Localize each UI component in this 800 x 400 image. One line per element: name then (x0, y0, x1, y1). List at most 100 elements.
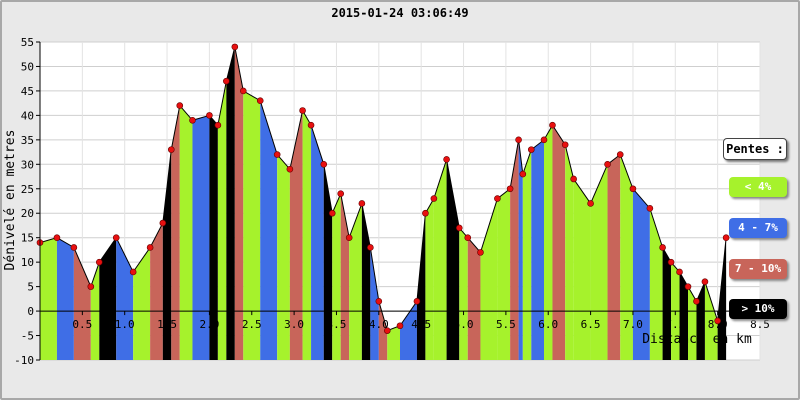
y-tick-label-1: -5 (21, 330, 34, 343)
slope-segment-52 (662, 247, 672, 360)
slope-segment-45 (565, 144, 574, 360)
data-point-2 (70, 244, 78, 251)
profile-line (39, 46, 727, 332)
x-tick-label-16: 8.5 (750, 318, 770, 331)
y-tick-labels: -10 -5 0 5 10 15 20 25 30 35 40 45 50 55 (14, 36, 34, 367)
data-point-31 (413, 297, 421, 305)
x-tick-label-15: 8.0 (708, 318, 728, 331)
x-tick-label-3: 2.0 (199, 318, 219, 331)
slope-segment-32 (425, 198, 434, 360)
slope-segment-6 (133, 247, 151, 360)
slope-segment-20 (302, 110, 312, 360)
data-point-48 (604, 161, 611, 168)
chart-timestamp: 2015-01-24 03:06:49 (331, 6, 469, 20)
x-tick-labels: 0.5 1.0 1.5 2.0 2.5 3.0 3.5 4.0 4.5 5.0 5.5 6.0 6.5 7… (72, 318, 770, 331)
slope-segment-4 (99, 237, 117, 360)
x-tick-label-13: 7.0 (623, 318, 643, 331)
data-point-33 (430, 195, 438, 202)
slope-segment-43 (544, 125, 553, 361)
slope-segment-39 (510, 139, 519, 360)
data-point-36 (464, 234, 472, 241)
slope-segment-57 (704, 281, 718, 360)
y-tick-label-9: 35 (21, 134, 34, 147)
elevation-areas (40, 46, 727, 361)
slope-segment-1 (56, 237, 74, 360)
data-point-25 (345, 234, 353, 241)
slope-segment-58 (717, 237, 727, 360)
slope-segment-5 (116, 237, 134, 360)
x-tick-label-0: 0.5 (72, 318, 92, 331)
data-point-21 (307, 121, 315, 129)
data-point-20 (299, 107, 306, 114)
data-point-4 (95, 258, 103, 266)
slope-segment-34 (446, 159, 460, 360)
data-point-22 (320, 161, 328, 168)
data-point-19 (286, 165, 294, 173)
data-point-3 (87, 283, 95, 290)
data-point-59 (722, 234, 730, 241)
x-tick-label-11: 6.0 (538, 318, 558, 331)
data-point-56 (693, 297, 700, 305)
slope-segment-28 (378, 301, 388, 360)
axes (36, 41, 761, 361)
y-tick-label-5: 15 (21, 232, 34, 245)
legend-item-2: 7 - 10% (729, 259, 787, 279)
slope-segment-14 (226, 46, 235, 361)
data-point-11 (189, 116, 196, 124)
y-tick-label-7: 25 (21, 183, 34, 196)
y-tick-label-4: 10 (21, 256, 34, 269)
data-point-8 (159, 219, 167, 227)
slope-segment-18 (277, 154, 290, 360)
data-point-38 (494, 195, 501, 202)
y-tick-label-0: -10 (14, 354, 34, 367)
slope-segment-37 (480, 198, 498, 360)
data-point-47 (587, 200, 594, 207)
slope-segment-46 (573, 178, 591, 360)
data-point-7 (146, 244, 154, 251)
data-point-28 (375, 297, 383, 305)
data-point-16 (239, 87, 247, 95)
data-point-13 (214, 121, 222, 129)
legend-item-3: > 10% (729, 299, 787, 319)
slope-segment-29 (387, 325, 400, 360)
slope-segment-19 (289, 110, 303, 360)
x-tick-label-6: 3.5 (327, 318, 347, 331)
data-point-29 (383, 327, 391, 334)
slope-segment-17 (260, 100, 278, 360)
data-point-12 (206, 112, 213, 119)
data-point-30 (396, 322, 404, 330)
slope-segment-50 (632, 188, 650, 360)
slope-segment-41 (522, 149, 532, 360)
slope-segment-48 (607, 154, 621, 360)
slope-segment-49 (620, 154, 633, 360)
data-point-53 (667, 258, 675, 266)
x-tick-label-8: 4.5 (411, 318, 431, 331)
data-point-1 (53, 234, 61, 241)
legend-item-0: < 4% (729, 177, 787, 197)
slope-segment-15 (234, 46, 244, 361)
slope-segment-54 (679, 271, 688, 360)
data-point-9 (167, 146, 175, 153)
data-point-37 (477, 249, 484, 256)
data-point-44 (549, 121, 556, 129)
slope-segment-35 (459, 227, 468, 360)
data-point-46 (570, 175, 577, 183)
y-tick-label-12: 50 (21, 60, 34, 73)
y-tick-label-2: 0 (27, 305, 34, 318)
data-point-58 (714, 317, 721, 325)
slope-segment-36 (467, 237, 481, 360)
data-points (36, 43, 730, 334)
data-point-40 (515, 136, 522, 144)
x-tick-label-9: 5.0 (454, 318, 474, 331)
slope-segment-27 (370, 247, 379, 360)
data-point-18 (273, 151, 281, 158)
slope-segment-55 (688, 286, 697, 360)
data-point-50 (629, 185, 637, 193)
data-point-34 (443, 156, 450, 163)
slope-segment-11 (192, 115, 210, 360)
x-tick-label-1: 1.0 (115, 318, 135, 331)
slope-segment-2 (73, 247, 91, 360)
slope-segment-40 (518, 139, 523, 360)
data-point-24 (337, 190, 345, 197)
data-point-55 (684, 283, 692, 290)
